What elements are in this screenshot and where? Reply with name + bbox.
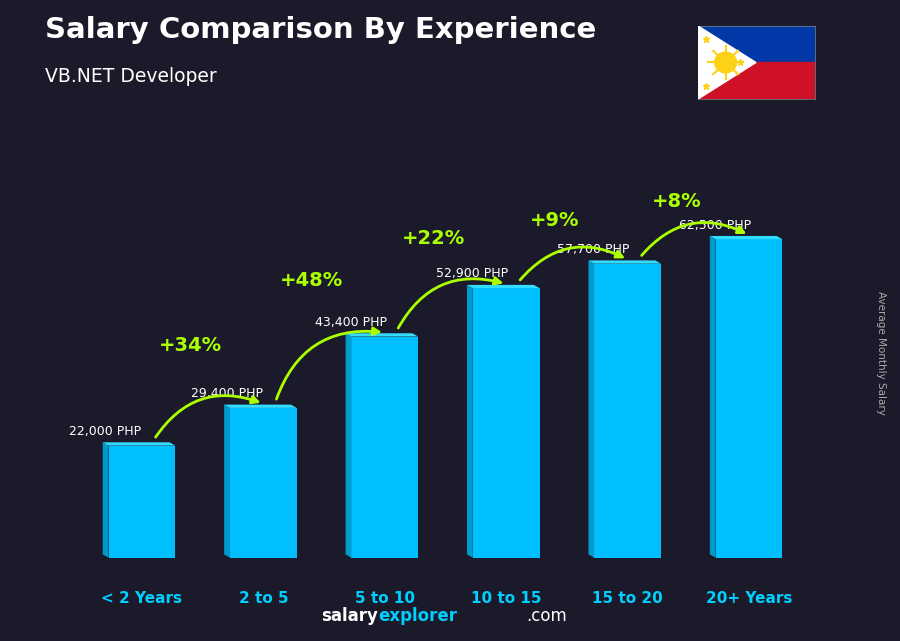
- FancyBboxPatch shape: [230, 408, 297, 558]
- Text: 20+ Years: 20+ Years: [706, 591, 792, 606]
- Text: Average Monthly Salary: Average Monthly Salary: [877, 290, 886, 415]
- FancyBboxPatch shape: [351, 337, 418, 558]
- Text: Salary Comparison By Experience: Salary Comparison By Experience: [45, 16, 596, 44]
- FancyBboxPatch shape: [716, 239, 782, 558]
- Text: 15 to 20: 15 to 20: [592, 591, 663, 606]
- Polygon shape: [103, 442, 176, 445]
- Bar: [698, 26, 814, 62]
- Polygon shape: [224, 404, 230, 558]
- Text: +9%: +9%: [530, 210, 580, 229]
- Text: .com: .com: [526, 607, 567, 625]
- Text: < 2 Years: < 2 Years: [102, 591, 183, 606]
- Text: 10 to 15: 10 to 15: [471, 591, 542, 606]
- Text: VB.NET Developer: VB.NET Developer: [45, 67, 217, 87]
- Bar: [698, 62, 814, 99]
- Polygon shape: [698, 26, 756, 99]
- Polygon shape: [710, 236, 716, 558]
- Polygon shape: [103, 442, 109, 558]
- Text: 62,500 PHP: 62,500 PHP: [679, 219, 752, 231]
- FancyBboxPatch shape: [472, 288, 540, 558]
- Text: 2 to 5: 2 to 5: [238, 591, 288, 606]
- Text: +8%: +8%: [652, 192, 701, 211]
- Text: 43,400 PHP: 43,400 PHP: [315, 316, 387, 329]
- Text: explorer: explorer: [378, 607, 457, 625]
- Text: salary: salary: [321, 607, 378, 625]
- Polygon shape: [467, 285, 472, 558]
- Text: +22%: +22%: [401, 229, 465, 248]
- Circle shape: [715, 52, 736, 73]
- Polygon shape: [589, 260, 594, 558]
- Text: 52,900 PHP: 52,900 PHP: [436, 267, 508, 281]
- Polygon shape: [224, 404, 297, 408]
- Text: +34%: +34%: [159, 337, 222, 355]
- FancyBboxPatch shape: [594, 263, 661, 558]
- Polygon shape: [346, 333, 419, 337]
- FancyBboxPatch shape: [109, 445, 176, 558]
- Polygon shape: [589, 260, 661, 263]
- Text: 22,000 PHP: 22,000 PHP: [69, 425, 141, 438]
- Text: 29,400 PHP: 29,400 PHP: [191, 387, 263, 400]
- Polygon shape: [346, 333, 351, 558]
- Text: 57,700 PHP: 57,700 PHP: [557, 243, 630, 256]
- Polygon shape: [710, 236, 782, 239]
- Text: 5 to 10: 5 to 10: [355, 591, 415, 606]
- Text: +48%: +48%: [280, 271, 344, 290]
- Polygon shape: [467, 285, 540, 288]
